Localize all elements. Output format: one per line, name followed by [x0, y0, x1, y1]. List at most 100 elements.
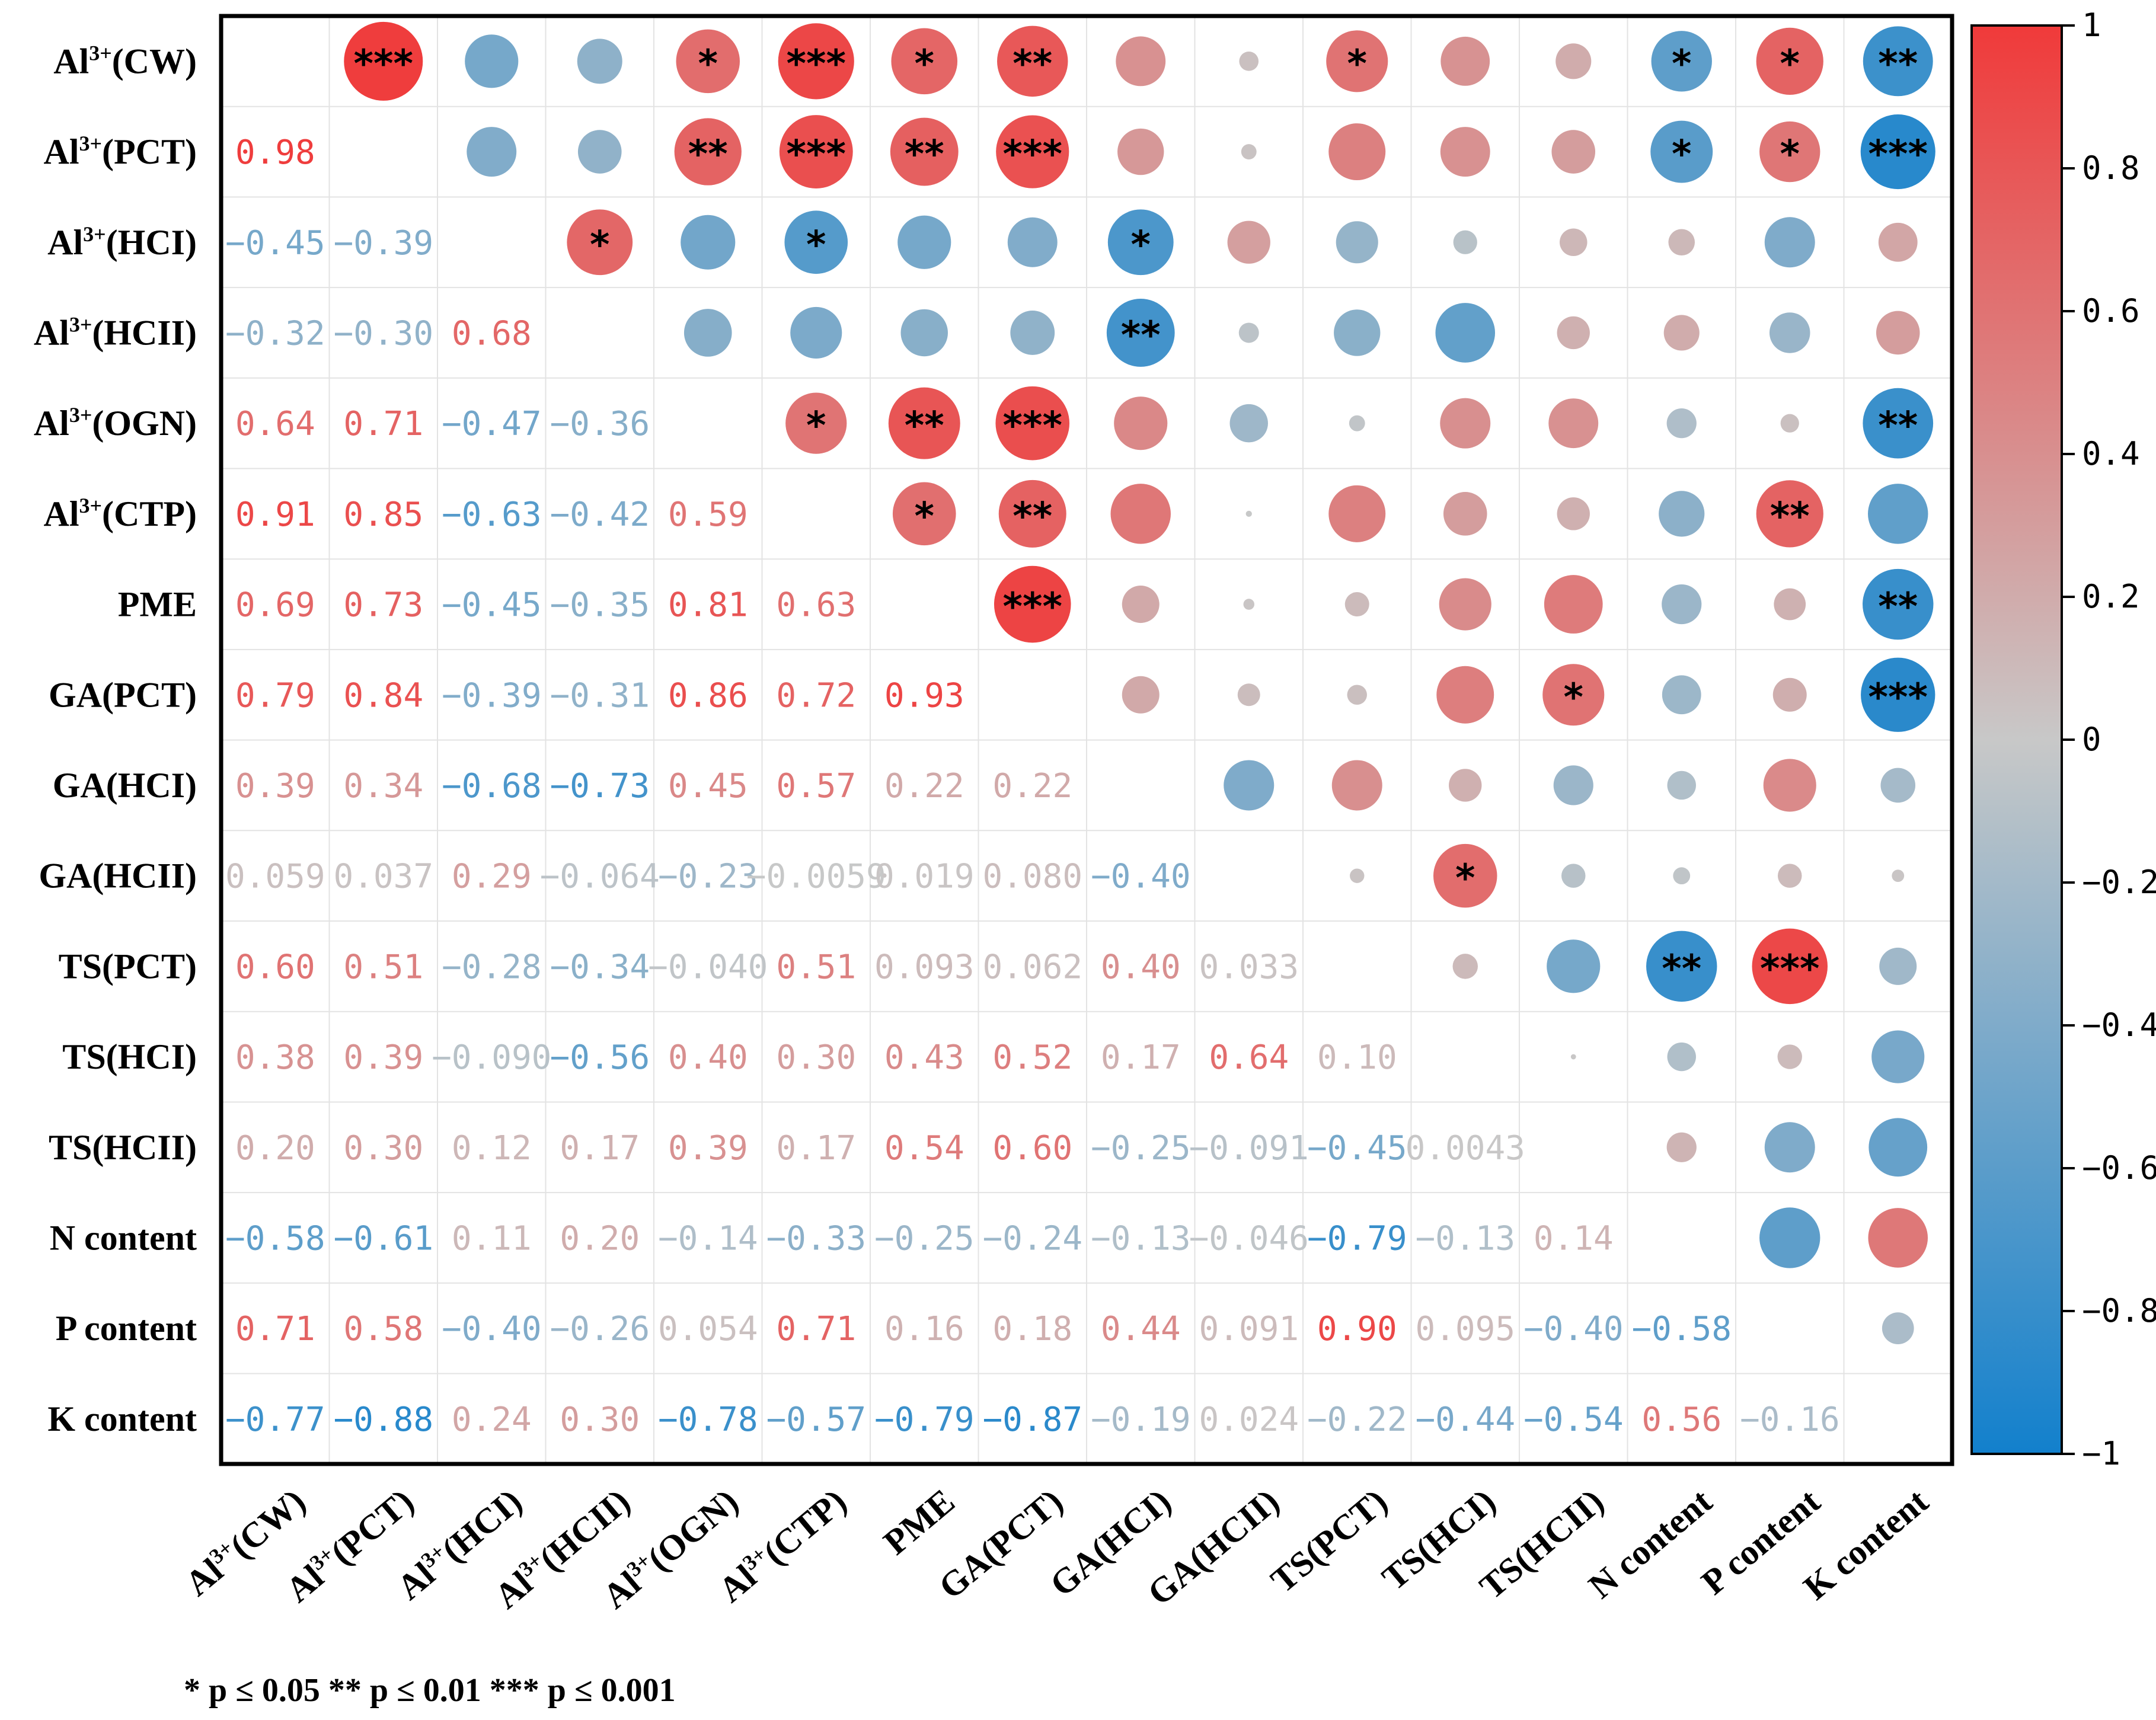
significance-stars: ***	[1003, 133, 1062, 177]
corr-label: 0.51	[343, 948, 423, 986]
corr-label: 0.037	[333, 858, 433, 896]
corr-circle	[1238, 322, 1259, 343]
colorbar	[1970, 24, 2063, 1455]
corr-label: −0.040	[648, 948, 768, 986]
colorbar-tick-label: 1	[2082, 7, 2101, 44]
corr-label: 0.22	[884, 767, 964, 805]
corr-label: −0.13	[1415, 1219, 1515, 1258]
corr-circle	[1241, 144, 1257, 159]
significance-stars: **	[1878, 586, 1918, 629]
significance-stars: **	[1012, 42, 1052, 86]
corr-label: 0.30	[343, 1129, 423, 1168]
corr-label: 0.68	[452, 314, 532, 353]
colorbar-tick-label: −0.2	[2082, 864, 2156, 901]
corr-circle	[890, 117, 959, 186]
corr-label: 0.43	[884, 1038, 964, 1077]
corr-label: 0.080	[982, 858, 1082, 896]
row-label: GA(HCII)	[39, 856, 197, 896]
significance-stars: *	[806, 404, 826, 448]
corr-label: −0.45	[442, 586, 542, 625]
corr-circle	[1010, 311, 1055, 355]
corr-label: 0.71	[235, 1310, 315, 1348]
corr-circle	[1646, 931, 1717, 1002]
corr-label: 0.57	[776, 767, 856, 805]
corr-circle	[567, 209, 633, 276]
corr-circle	[1861, 657, 1935, 732]
corr-label: 0.054	[658, 1310, 758, 1348]
corr-label: 0.34	[343, 767, 423, 805]
row-label: Al3+(CTP)	[44, 494, 197, 533]
corr-label: −0.79	[874, 1401, 975, 1439]
row-label: Al3+(OGN)	[34, 403, 197, 443]
corr-label: −0.28	[442, 948, 542, 986]
significance-stars: *	[1347, 42, 1367, 86]
corr-label: 0.17	[776, 1129, 856, 1168]
corr-circle	[784, 210, 848, 274]
corr-circle	[1117, 128, 1164, 175]
corr-circle	[1439, 578, 1491, 631]
corr-label: 0.024	[1199, 1401, 1299, 1439]
significance-stars: *	[1672, 42, 1691, 86]
significance-stars: *	[1780, 42, 1800, 86]
corr-circle	[996, 115, 1069, 188]
corr-circle	[994, 565, 1071, 643]
corr-label: 0.095	[1415, 1310, 1515, 1348]
corr-label: −0.61	[333, 1219, 433, 1258]
corr-circle	[1882, 1312, 1914, 1345]
corr-label: 0.79	[235, 676, 315, 715]
corr-label: 0.58	[343, 1310, 423, 1348]
corr-label: 0.93	[884, 676, 964, 715]
corr-label: −0.40	[442, 1310, 542, 1348]
corr-circle	[1763, 759, 1816, 812]
column-labels: Al3+(CW)Al3+(PCT)Al3+(HCI)Al3+(HCII)Al3+…	[178, 1481, 1935, 1616]
corr-label: 0.39	[343, 1038, 423, 1077]
corr-label: 0.10	[1317, 1038, 1397, 1077]
corr-circle	[1764, 1122, 1815, 1173]
row-label: Al3+(HCII)	[34, 312, 197, 352]
corr-circle	[1435, 303, 1496, 363]
corr-label: −0.47	[442, 405, 542, 443]
corr-label: −0.45	[1307, 1129, 1407, 1168]
row-label: K content	[47, 1399, 197, 1438]
corr-circle	[897, 215, 951, 269]
corr-circle	[1551, 130, 1596, 174]
corr-circle	[1557, 497, 1590, 530]
corr-circle	[1769, 312, 1810, 353]
significance-stars: ***	[787, 133, 846, 177]
correlation-marks: 0.98−0.45 −0.39−0.32 −0.30 0.680.64 0.71 −0.4…	[225, 21, 1935, 1439]
corr-label: −0.40	[1091, 858, 1191, 896]
colorbar-tick-label: 0.6	[2082, 292, 2140, 330]
significance-stars: ***	[354, 42, 413, 86]
colorbar-tick-label: 0.4	[2082, 435, 2140, 472]
row-label: P content	[56, 1309, 197, 1348]
corr-label: −0.57	[766, 1401, 866, 1439]
corr-circle	[900, 309, 948, 357]
corr-label: −0.32	[225, 314, 325, 353]
significance-stars: **	[1012, 495, 1052, 539]
corr-circle	[1559, 228, 1588, 257]
corr-circle	[1243, 599, 1255, 610]
corr-label: 0.54	[884, 1129, 964, 1168]
corr-label: −0.25	[1091, 1129, 1191, 1168]
corr-circle	[1871, 1030, 1925, 1083]
corr-circle	[1777, 1044, 1802, 1069]
row-label: GA(HCI)	[53, 766, 197, 805]
corr-circle	[1668, 229, 1695, 256]
significance-stars: **	[1121, 314, 1161, 357]
significance-stars: *	[698, 42, 718, 86]
corr-circle	[577, 39, 622, 84]
corr-label: −0.14	[658, 1219, 758, 1258]
significance-stars: **	[688, 133, 728, 177]
corr-circle	[1336, 221, 1378, 264]
corr-circle	[1880, 768, 1916, 803]
corr-label: −0.56	[550, 1038, 650, 1077]
significance-stars: **	[1662, 947, 1701, 991]
corr-circle	[1650, 120, 1713, 183]
corr-label: 0.062	[982, 948, 1082, 986]
corr-circle	[1116, 36, 1166, 87]
corr-circle	[1347, 685, 1367, 705]
significance-stars: **	[905, 404, 944, 448]
corr-label: −0.42	[550, 495, 650, 534]
corr-label: 0.30	[560, 1401, 640, 1439]
